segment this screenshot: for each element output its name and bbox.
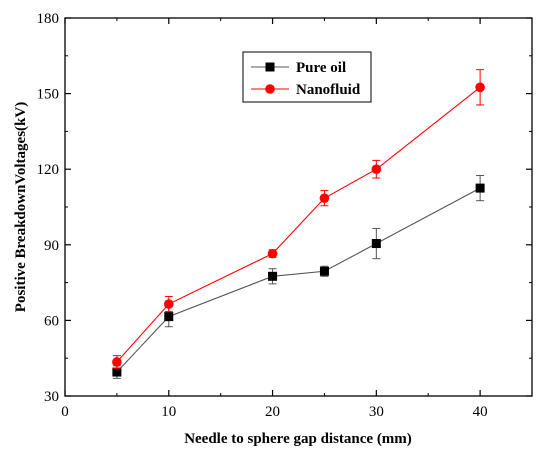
series-line-pure-oil xyxy=(116,187,481,373)
data-point xyxy=(475,183,485,193)
data-point xyxy=(163,299,174,309)
y-tick-label: 150 xyxy=(37,87,60,103)
x-axis: 0 10 20 30 40 xyxy=(61,18,488,420)
y-tick-label: 90 xyxy=(44,238,59,254)
series-layer xyxy=(112,69,485,379)
series-line-nanofluid xyxy=(116,86,481,363)
legend-item-pure-oil: Pure oil xyxy=(251,60,346,76)
data-point xyxy=(112,357,122,367)
y-tick-label: 180 xyxy=(37,11,60,27)
x-tick-label: 20 xyxy=(265,404,280,420)
legend-box xyxy=(242,51,372,103)
x-tick-label: 0 xyxy=(61,404,69,420)
y-tick-label: 120 xyxy=(37,162,60,178)
x-tick-label: 40 xyxy=(473,404,488,420)
data-point xyxy=(267,248,278,259)
data-point xyxy=(268,271,278,281)
legend-label-nanofluid: Nanofluid xyxy=(296,82,361,98)
data-point xyxy=(164,312,174,322)
series-nanofluid xyxy=(112,69,485,369)
legend-marker-pure-oil xyxy=(265,62,275,72)
legend: Pure oil Nanofluid xyxy=(242,51,372,103)
y-axis-title: Positive BreakdownVoltages(kV) xyxy=(13,102,29,312)
legend-item-nanofluid: Nanofluid xyxy=(251,82,361,98)
data-point xyxy=(319,193,330,203)
data-point xyxy=(371,239,381,249)
legend-label-pure-oil: Pure oil xyxy=(296,60,346,76)
y-axis: 30 60 90 120 150 180 xyxy=(37,11,532,405)
data-point xyxy=(112,367,122,377)
data-point xyxy=(319,266,329,276)
data-point xyxy=(475,82,485,93)
x-tick-label: 10 xyxy=(161,404,176,420)
y-tick-label: 60 xyxy=(44,313,59,329)
data-point xyxy=(371,164,382,174)
legend-marker-nanofluid xyxy=(265,84,275,94)
x-axis-title: Needle to sphere gap distance (mm) xyxy=(184,431,412,447)
x-tick-label: 30 xyxy=(369,404,384,420)
y-tick-label: 30 xyxy=(44,389,59,405)
series-pure-oil xyxy=(112,175,485,379)
